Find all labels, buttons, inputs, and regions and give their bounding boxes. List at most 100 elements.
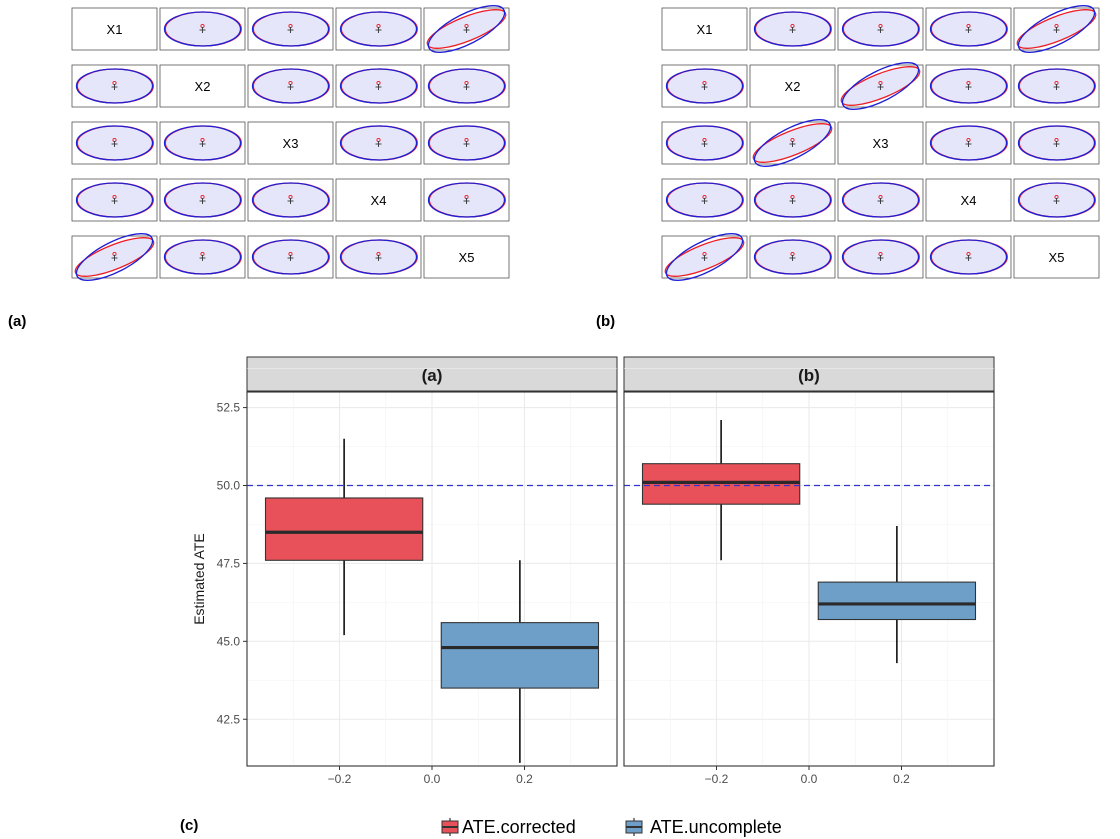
cell-frame	[661, 7, 748, 51]
ellipse-blue	[929, 68, 1008, 104]
ellipse-blue	[75, 125, 154, 161]
ellipse-blue	[841, 182, 920, 218]
matrix-cell	[925, 7, 1012, 51]
matrix-cell	[71, 233, 158, 281]
matrix-cell	[247, 64, 334, 108]
matrix-cell	[247, 178, 334, 222]
variable-label: X3	[873, 136, 889, 151]
matrix-cell	[925, 121, 1012, 165]
scatter-matrix-a: X1 X2 X3 X4 X5	[71, 5, 510, 281]
matrix-cell	[159, 178, 246, 222]
variable-label: X2	[195, 79, 211, 94]
cell-frame	[247, 121, 334, 165]
matrix-cell: X3	[247, 121, 334, 165]
matrix-cell	[1013, 5, 1100, 53]
ellipse-blue	[163, 182, 242, 218]
matrix-cell	[749, 178, 836, 222]
facet-strip-label: (b)	[798, 366, 820, 385]
matrix-cell	[837, 7, 924, 51]
ellipse-blue	[1017, 125, 1096, 161]
matrix-cell: X5	[1013, 235, 1100, 279]
ellipse-blue	[929, 239, 1008, 275]
variable-label: X5	[1049, 250, 1065, 265]
boxplot-panel-c: (a) −0.2 0.0 0.2 (b) −0.2 0.0 0.2 42.5 45.0 47.5 50…	[191, 356, 995, 786]
ellipse-blue	[841, 62, 920, 110]
cell-frame	[71, 7, 158, 51]
ellipse-blue	[75, 233, 154, 281]
matrix-cell	[335, 7, 422, 51]
matrix-cell: X1	[71, 7, 158, 51]
matrix-cell	[335, 121, 422, 165]
y-axis-title: Estimated ATE	[191, 533, 207, 625]
matrix-cell	[661, 64, 748, 108]
matrix-cell	[837, 178, 924, 222]
ellipse-blue	[75, 182, 154, 218]
legend-label-corrected: ATE.corrected	[462, 817, 576, 837]
cell-frame	[749, 64, 836, 108]
matrix-cell	[335, 64, 422, 108]
matrix-cell	[335, 235, 422, 279]
matrix-cell	[423, 178, 510, 222]
ellipse-blue	[929, 125, 1008, 161]
box-uncomplete	[440, 560, 600, 763]
ellipse-blue	[753, 239, 832, 275]
matrix-cell	[159, 121, 246, 165]
x-tick-label: 0.0	[424, 772, 441, 786]
ellipse-blue	[339, 239, 418, 275]
x-tick-label: −0.2	[705, 772, 729, 786]
ellipse-blue	[841, 239, 920, 275]
ellipse-blue	[427, 125, 506, 161]
variable-label: X4	[371, 193, 387, 208]
matrix-cell	[159, 7, 246, 51]
facet-1: (b) −0.2 0.0 0.2	[623, 356, 995, 786]
variable-label: X5	[459, 250, 475, 265]
ellipse-blue	[427, 68, 506, 104]
ellipse-blue	[163, 11, 242, 47]
y-tick-label: 47.5	[217, 556, 241, 570]
ellipse-blue	[1017, 182, 1096, 218]
ellipse-blue	[163, 239, 242, 275]
panel-label-c: (c)	[180, 817, 198, 834]
matrix-cell	[749, 119, 836, 167]
matrix-cell: X3	[837, 121, 924, 165]
matrix-cell	[925, 235, 1012, 279]
ellipse-blue	[251, 68, 330, 104]
facet-strip	[246, 356, 618, 392]
matrix-cell	[661, 233, 748, 281]
matrix-cell	[247, 235, 334, 279]
matrix-cell	[749, 235, 836, 279]
ellipse-blue	[339, 125, 418, 161]
matrix-cell	[661, 178, 748, 222]
x-tick-label: 0.2	[893, 772, 910, 786]
ellipse-blue	[753, 11, 832, 47]
ellipse-blue	[929, 11, 1008, 47]
cell-frame	[837, 121, 924, 165]
ellipse-blue	[665, 233, 744, 281]
cell-frame	[335, 178, 422, 222]
panel-label-b: (b)	[596, 313, 615, 330]
legend-label-uncomplete: ATE.uncomplete	[650, 817, 782, 837]
box-corrected	[641, 420, 801, 561]
scatter-matrix-b: X1 X2 X3 X4 X5	[661, 5, 1100, 281]
variable-label: X2	[785, 79, 801, 94]
cell-frame	[423, 235, 510, 279]
y-tick-label: 45.0	[217, 634, 241, 648]
ellipse-blue	[1017, 5, 1096, 53]
y-tick-label: 52.5	[217, 401, 241, 415]
ellipse-blue	[251, 239, 330, 275]
y-tick-label: 50.0	[217, 479, 241, 493]
legend-key-uncomplete	[625, 818, 643, 836]
ellipse-blue	[665, 182, 744, 218]
matrix-cell	[71, 64, 158, 108]
facet-strip-label: (a)	[422, 366, 443, 385]
matrix-cell	[71, 121, 158, 165]
cell-frame	[1013, 235, 1100, 279]
box-body	[264, 497, 424, 561]
facet-0: (a) −0.2 0.0 0.2	[246, 356, 618, 786]
variable-label: X1	[107, 22, 123, 37]
ellipse-blue	[753, 182, 832, 218]
matrix-cell	[1013, 121, 1100, 165]
box-body	[440, 622, 600, 689]
ellipse-blue	[251, 11, 330, 47]
